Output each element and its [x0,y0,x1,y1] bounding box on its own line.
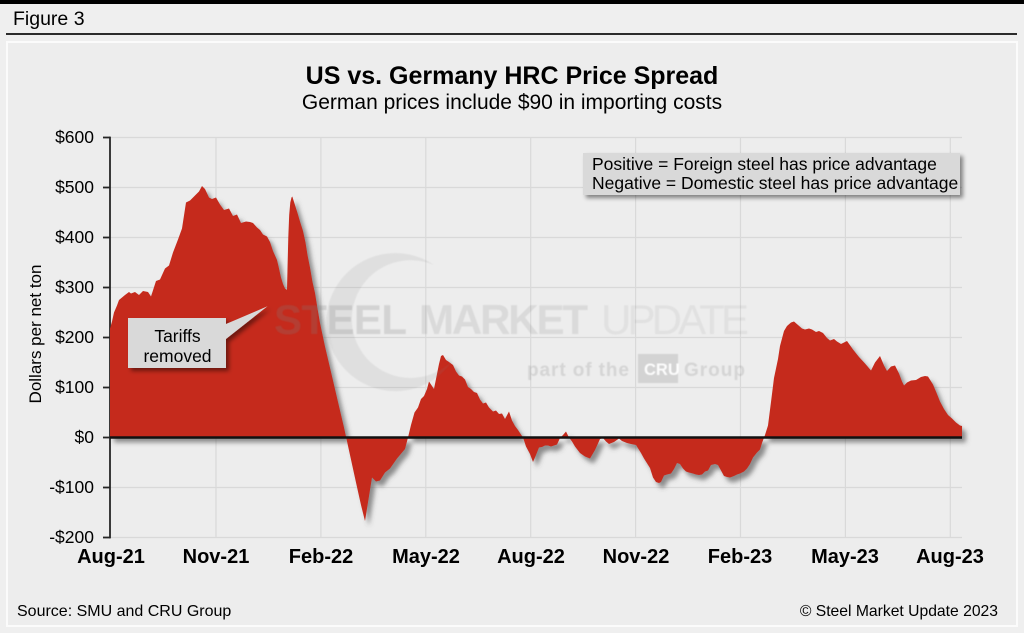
svg-text:Group: Group [684,360,745,381]
svg-text:UPDATE: UPDATE [601,296,749,343]
svg-text:MARKET: MARKET [419,296,588,343]
svg-text:STEEL: STEEL [274,296,407,343]
svg-text:part of the: part of the [527,360,629,381]
svg-text:CRU: CRU [644,361,680,379]
